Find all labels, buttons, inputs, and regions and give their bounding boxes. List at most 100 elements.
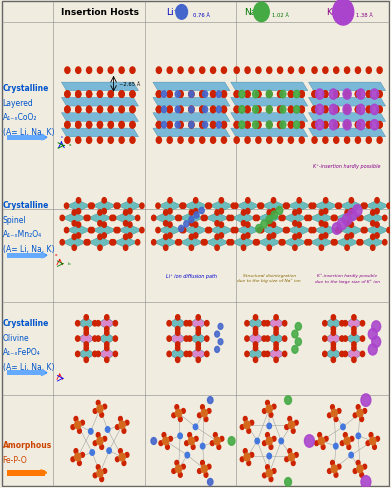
Circle shape — [96, 401, 100, 405]
Circle shape — [96, 336, 100, 342]
Text: a: a — [55, 252, 58, 256]
Text: A₁₋ₓMn₂O₄: A₁₋ₓMn₂O₄ — [3, 230, 42, 239]
Circle shape — [122, 428, 126, 433]
Circle shape — [261, 221, 267, 228]
Polygon shape — [361, 237, 385, 248]
Circle shape — [370, 90, 378, 100]
Circle shape — [188, 321, 192, 326]
Circle shape — [285, 203, 289, 209]
Circle shape — [234, 122, 239, 129]
Circle shape — [329, 121, 337, 131]
Circle shape — [215, 221, 219, 226]
Circle shape — [250, 421, 254, 425]
Circle shape — [193, 424, 198, 430]
Circle shape — [176, 465, 182, 473]
Circle shape — [84, 330, 88, 336]
Circle shape — [98, 221, 102, 226]
Circle shape — [344, 107, 350, 113]
Circle shape — [161, 122, 167, 129]
Circle shape — [201, 465, 207, 473]
Circle shape — [81, 421, 84, 425]
Circle shape — [363, 409, 367, 413]
Circle shape — [93, 336, 97, 342]
Circle shape — [116, 228, 120, 233]
Circle shape — [267, 221, 271, 226]
Text: a: a — [69, 143, 72, 147]
Text: b: b — [67, 261, 70, 265]
Circle shape — [319, 210, 323, 216]
Circle shape — [344, 68, 350, 74]
Circle shape — [221, 92, 226, 98]
Circle shape — [208, 478, 213, 485]
Circle shape — [293, 235, 297, 240]
Circle shape — [250, 452, 254, 457]
Circle shape — [357, 409, 363, 417]
Circle shape — [71, 425, 75, 429]
Circle shape — [100, 413, 104, 417]
Circle shape — [361, 394, 371, 407]
Circle shape — [105, 357, 109, 363]
Polygon shape — [153, 129, 230, 138]
Circle shape — [65, 92, 70, 98]
Circle shape — [219, 223, 224, 228]
Polygon shape — [114, 213, 138, 224]
Circle shape — [333, 240, 337, 245]
Circle shape — [97, 107, 102, 113]
Text: Na⁺: Na⁺ — [244, 8, 261, 18]
Circle shape — [297, 233, 301, 239]
Polygon shape — [345, 333, 362, 345]
Polygon shape — [66, 225, 91, 236]
Polygon shape — [247, 318, 264, 329]
Circle shape — [280, 91, 286, 99]
Circle shape — [328, 413, 331, 418]
Circle shape — [239, 122, 245, 129]
Circle shape — [201, 216, 206, 221]
Circle shape — [340, 321, 344, 326]
Circle shape — [219, 209, 224, 214]
Polygon shape — [179, 237, 203, 248]
Circle shape — [309, 228, 313, 233]
Circle shape — [259, 228, 264, 233]
Circle shape — [165, 445, 169, 449]
Circle shape — [253, 346, 258, 351]
Circle shape — [288, 449, 292, 453]
Circle shape — [334, 107, 339, 113]
Circle shape — [135, 240, 140, 245]
Circle shape — [372, 321, 381, 332]
Circle shape — [360, 472, 364, 477]
Circle shape — [352, 315, 356, 321]
Circle shape — [267, 235, 271, 240]
Circle shape — [194, 437, 198, 441]
Circle shape — [86, 107, 91, 113]
Circle shape — [88, 428, 93, 434]
Circle shape — [240, 457, 244, 462]
Circle shape — [210, 107, 216, 113]
Circle shape — [96, 351, 100, 357]
Polygon shape — [309, 237, 334, 248]
Circle shape — [97, 138, 102, 144]
Circle shape — [201, 461, 204, 465]
Circle shape — [256, 92, 261, 98]
Circle shape — [215, 210, 219, 216]
Circle shape — [152, 240, 156, 245]
Circle shape — [355, 107, 361, 113]
Circle shape — [245, 92, 250, 98]
Circle shape — [265, 401, 269, 405]
Polygon shape — [287, 201, 311, 212]
Circle shape — [219, 198, 224, 203]
Circle shape — [256, 225, 262, 233]
Circle shape — [108, 107, 113, 113]
Circle shape — [368, 329, 377, 340]
Circle shape — [262, 441, 266, 446]
Circle shape — [356, 461, 360, 465]
Circle shape — [189, 68, 194, 74]
Circle shape — [271, 209, 276, 214]
Polygon shape — [78, 348, 95, 360]
Circle shape — [97, 122, 102, 129]
Circle shape — [246, 198, 250, 203]
Circle shape — [210, 441, 214, 446]
Circle shape — [368, 344, 377, 355]
Circle shape — [103, 437, 107, 441]
Circle shape — [88, 228, 93, 233]
Circle shape — [76, 223, 81, 228]
